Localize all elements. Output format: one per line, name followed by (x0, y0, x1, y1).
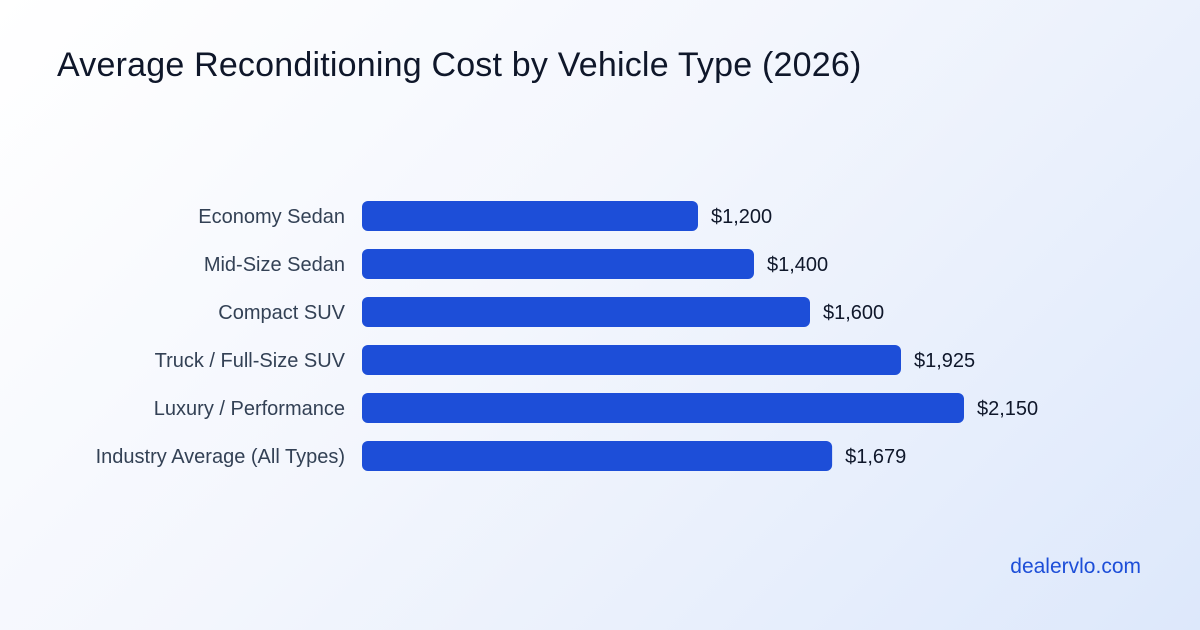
value-label: $1,600 (823, 302, 884, 324)
category-label: Mid-Size Sedan (204, 254, 345, 276)
bar (362, 345, 901, 375)
bar (362, 393, 964, 423)
value-label: $1,400 (767, 254, 828, 276)
chart-title: Average Reconditioning Cost by Vehicle T… (57, 46, 862, 84)
bar (362, 201, 698, 231)
category-label: Industry Average (All Types) (96, 446, 345, 468)
category-label: Truck / Full-Size SUV (155, 350, 346, 372)
bar (362, 441, 833, 471)
category-label: Compact SUV (218, 302, 345, 324)
value-label: $1,925 (914, 350, 975, 372)
value-label: $2,150 (977, 398, 1038, 420)
footer-brand: dealervlo.com (1010, 555, 1141, 578)
value-label: $1,200 (711, 206, 772, 228)
bar (362, 297, 810, 327)
category-label: Luxury / Performance (154, 398, 345, 420)
value-label: $1,679 (845, 446, 906, 468)
category-label: Economy Sedan (198, 206, 345, 228)
bar (362, 249, 754, 279)
